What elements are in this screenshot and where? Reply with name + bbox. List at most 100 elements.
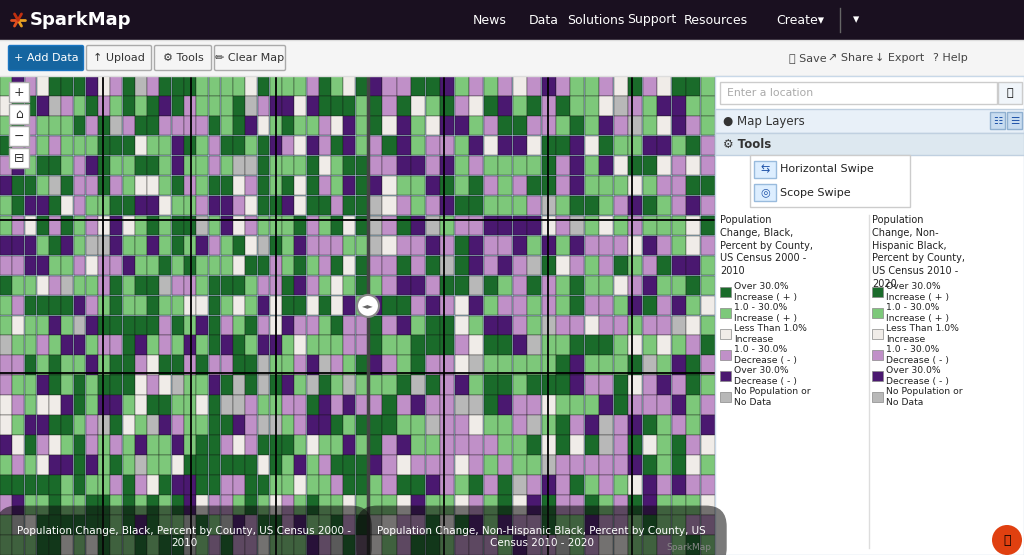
Bar xyxy=(184,355,196,375)
Bar xyxy=(306,216,318,235)
Bar xyxy=(147,116,159,135)
Bar xyxy=(455,375,469,395)
Bar xyxy=(135,315,146,335)
Bar xyxy=(135,236,146,255)
Bar xyxy=(172,415,183,435)
Bar xyxy=(872,287,883,297)
Bar xyxy=(613,455,628,475)
Bar xyxy=(527,335,541,355)
Bar xyxy=(74,96,85,115)
Text: Over 30.0%
Increase ( + ): Over 30.0% Increase ( + ) xyxy=(734,282,797,302)
Bar xyxy=(469,355,483,375)
Bar xyxy=(0,395,12,415)
Text: SparkMap: SparkMap xyxy=(30,11,131,29)
Bar xyxy=(542,196,556,215)
Bar xyxy=(570,216,585,235)
Text: 💬: 💬 xyxy=(1004,533,1011,547)
Bar xyxy=(382,515,396,534)
Text: ↓ Export: ↓ Export xyxy=(876,53,925,63)
Bar xyxy=(86,76,97,95)
Bar xyxy=(25,256,37,275)
Bar xyxy=(686,116,700,135)
Bar xyxy=(270,495,282,514)
Bar xyxy=(25,375,37,395)
Bar xyxy=(469,535,483,554)
Bar xyxy=(343,375,355,395)
Bar xyxy=(542,415,556,435)
Bar xyxy=(498,435,512,455)
Bar xyxy=(700,355,715,375)
Bar xyxy=(629,335,642,355)
Bar xyxy=(657,96,671,115)
Bar xyxy=(331,515,343,534)
Bar xyxy=(172,116,183,135)
FancyBboxPatch shape xyxy=(155,46,212,70)
Bar xyxy=(295,256,306,275)
Bar xyxy=(184,76,196,95)
Bar xyxy=(111,256,122,275)
Bar xyxy=(686,156,700,175)
Bar xyxy=(872,350,883,360)
Bar xyxy=(643,355,656,375)
Bar xyxy=(283,495,294,514)
Bar xyxy=(197,355,208,375)
Bar xyxy=(343,435,355,455)
Bar xyxy=(258,395,269,415)
Bar xyxy=(527,196,541,215)
Bar xyxy=(306,375,318,395)
Bar xyxy=(61,276,73,295)
Bar xyxy=(368,375,382,395)
Bar xyxy=(412,236,425,255)
Bar xyxy=(9,82,29,102)
Bar xyxy=(233,276,245,295)
Bar xyxy=(172,375,183,395)
Bar xyxy=(111,116,122,135)
Bar xyxy=(74,116,85,135)
Bar xyxy=(672,335,686,355)
Bar xyxy=(397,375,411,395)
Bar xyxy=(233,76,245,95)
Bar xyxy=(643,475,656,495)
Bar xyxy=(455,395,469,415)
Bar xyxy=(184,176,196,195)
Bar xyxy=(12,395,25,415)
Bar xyxy=(368,176,382,195)
Bar xyxy=(98,335,110,355)
Bar xyxy=(123,196,134,215)
Bar xyxy=(426,415,440,435)
Bar xyxy=(258,355,269,375)
Bar xyxy=(355,256,368,275)
Bar xyxy=(270,455,282,475)
Bar xyxy=(123,96,134,115)
Bar xyxy=(382,156,396,175)
Bar xyxy=(397,455,411,475)
Bar xyxy=(686,475,700,495)
Bar xyxy=(700,475,715,495)
Bar xyxy=(331,216,343,235)
Bar xyxy=(233,196,245,215)
Bar xyxy=(74,335,85,355)
Bar xyxy=(629,276,642,295)
Bar xyxy=(872,371,883,381)
Bar xyxy=(629,196,642,215)
Bar xyxy=(318,236,331,255)
Bar xyxy=(672,256,686,275)
Bar xyxy=(135,296,146,315)
Bar xyxy=(331,276,343,295)
Bar xyxy=(12,296,25,315)
Bar xyxy=(233,335,245,355)
Bar xyxy=(318,415,331,435)
Bar xyxy=(0,76,715,555)
Bar xyxy=(498,116,512,135)
Bar xyxy=(49,315,61,335)
Bar xyxy=(61,96,73,115)
FancyBboxPatch shape xyxy=(8,46,84,70)
Bar xyxy=(754,184,776,201)
Bar xyxy=(221,435,232,455)
Bar xyxy=(306,495,318,514)
Bar xyxy=(147,96,159,115)
Bar xyxy=(599,296,613,315)
Bar xyxy=(455,236,469,255)
Bar xyxy=(643,276,656,295)
Text: Population
Change, Black,
Percent by County,
US Census 2000 -
2010: Population Change, Black, Percent by Cou… xyxy=(720,215,813,276)
